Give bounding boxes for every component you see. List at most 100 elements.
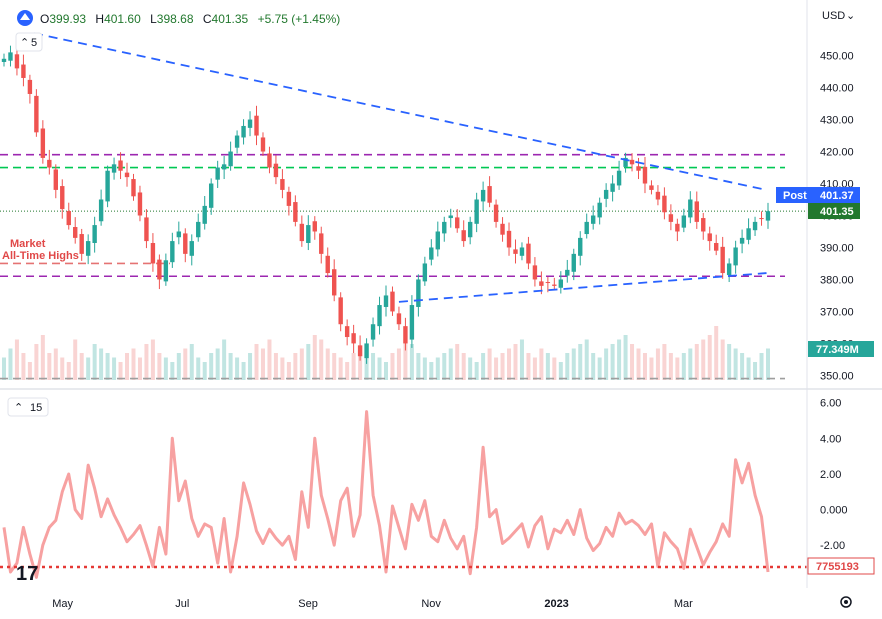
candle-body <box>351 333 356 344</box>
candle-body <box>500 223 505 235</box>
volume-bar <box>176 353 181 380</box>
time-axis-label: Jul <box>175 598 189 610</box>
candle-body <box>578 237 583 256</box>
candle-body <box>183 233 188 254</box>
candle-body <box>642 166 648 184</box>
indicator-legend: ⌃ 15 <box>7 397 49 417</box>
candle-body <box>66 211 71 226</box>
volume-bar <box>681 353 686 380</box>
indicator-value-tag: 7755193 <box>807 557 875 575</box>
volume-bar <box>202 362 207 380</box>
candle-body <box>208 183 214 208</box>
volume-bar <box>2 357 6 380</box>
candle-body <box>513 249 518 254</box>
indicator-setting: 15 <box>30 402 42 414</box>
candle-body <box>629 159 635 165</box>
volume-bar <box>630 344 635 380</box>
volume-bar <box>34 344 39 380</box>
volume-bar <box>319 339 324 380</box>
volume-bar <box>597 357 602 380</box>
candle-body <box>293 202 298 222</box>
candle-body <box>668 214 674 222</box>
indicator-tick-label: 2.00 <box>820 469 841 481</box>
volume-bar <box>668 353 673 380</box>
volume-bar <box>591 353 596 380</box>
volume-bar <box>183 348 188 380</box>
candle-body <box>325 255 330 274</box>
candle-body <box>448 215 453 219</box>
candle-body <box>273 163 279 178</box>
last-price-tag: 401.35 <box>808 203 860 219</box>
volume-bar <box>416 353 421 380</box>
candles <box>1 45 771 364</box>
candle-body <box>455 217 460 229</box>
volume-bar <box>571 348 576 380</box>
candle-body <box>8 52 13 61</box>
candle-body <box>118 160 123 171</box>
volume-bar <box>759 353 764 380</box>
candle-body <box>545 282 551 284</box>
candle-body <box>111 164 117 173</box>
volume-bar <box>312 335 317 380</box>
currency-selector[interactable]: USD ⌄ <box>822 10 855 22</box>
volume-bar <box>552 357 557 380</box>
volume-bar <box>332 353 337 380</box>
trend-lines <box>33 32 767 303</box>
volume-bar <box>468 357 473 380</box>
time-axis[interactable]: May Jul Sep Nov 2023 Mar <box>52 598 693 610</box>
candle-body <box>506 230 512 248</box>
volume-bar <box>163 357 168 380</box>
volume-bar <box>371 353 376 380</box>
interval-badge[interactable] <box>15 32 43 52</box>
tradingview-logo[interactable]: 17 <box>16 563 38 585</box>
volume-bar <box>396 348 401 380</box>
indicator-axis[interactable]: 6.00 4.00 2.00 0.000 -2.00 <box>820 398 848 553</box>
indicator-collapse-button[interactable] <box>7 397 49 417</box>
annotation-line1: Market <box>10 238 46 250</box>
candle-body <box>558 279 564 288</box>
indicator-tick-label: 6.00 <box>820 398 841 410</box>
candle-body <box>338 297 343 325</box>
candle-body <box>584 221 589 235</box>
candle-body <box>493 204 499 222</box>
volume-bar <box>545 353 550 380</box>
volume-bar <box>306 344 311 380</box>
price-tick-label: 350.00 <box>820 370 854 382</box>
volume-bar <box>21 353 26 380</box>
candle-body <box>701 218 706 232</box>
indicator-series-line <box>2 410 770 579</box>
candle-body <box>746 228 751 240</box>
candle-body <box>655 191 661 200</box>
candle-body <box>519 247 525 256</box>
volume-bar <box>73 339 78 380</box>
volume-bar <box>558 362 563 380</box>
volume-bar <box>377 357 382 380</box>
volume-bar <box>286 362 291 380</box>
candle-body <box>442 221 447 234</box>
svg-text:Post: Post <box>783 190 807 202</box>
candle-body <box>241 125 246 138</box>
candle-body <box>34 95 39 133</box>
volume-bar <box>662 344 667 380</box>
gear-icon[interactable] <box>840 596 852 608</box>
candle-body <box>616 170 622 186</box>
volume-bar <box>565 353 570 380</box>
candle-body <box>707 233 712 242</box>
svg-text:401.35: 401.35 <box>820 206 854 218</box>
volume-bar <box>157 353 162 380</box>
volume-bar <box>519 339 524 380</box>
volume-bar <box>487 348 492 380</box>
volume-bar <box>241 362 246 380</box>
volume-bar <box>27 362 32 380</box>
post-market-tag: Post 401.37 <box>776 187 860 203</box>
volume-bar <box>617 339 622 380</box>
candle-body <box>221 164 227 170</box>
volume-bar <box>228 353 233 380</box>
candle-body <box>681 215 687 228</box>
candle-body <box>726 263 732 275</box>
candle-body <box>590 215 596 224</box>
candle-body <box>597 202 602 218</box>
volume-bar <box>260 348 265 380</box>
candle-body <box>85 241 91 256</box>
